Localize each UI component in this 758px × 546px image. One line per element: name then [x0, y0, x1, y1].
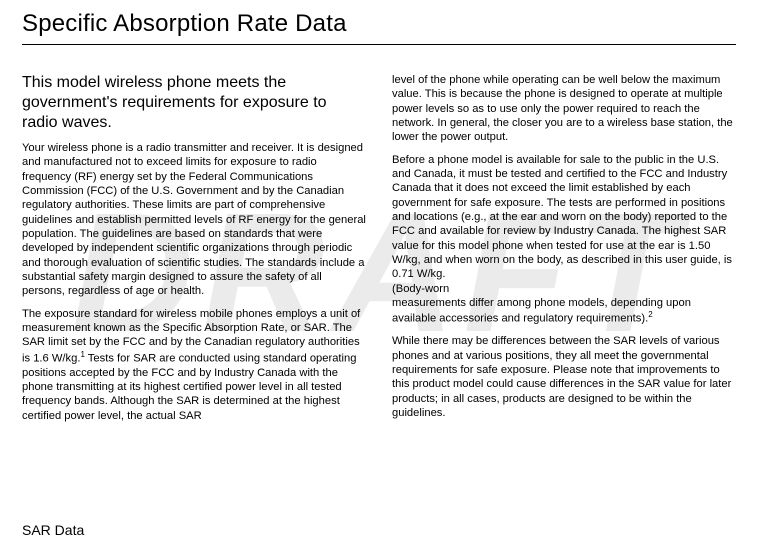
page-title: Specific Absorption Rate Data	[22, 10, 736, 45]
paragraph-certification: Before a phone model is available for sa…	[392, 153, 736, 327]
text-span: (Body-worn	[392, 283, 449, 295]
text-span: Before a phone model is available for sa…	[392, 154, 732, 281]
paragraph-intro: Your wireless phone is a radio transmitt…	[22, 141, 366, 299]
left-column: This model wireless phone meets the gove…	[22, 73, 366, 431]
right-column: level of the phone while operating can b…	[392, 73, 736, 431]
text-span: measurements differ among phone models, …	[392, 297, 691, 325]
paragraph-guidelines: While there may be differences between t…	[392, 334, 736, 420]
paragraph-power-level: level of the phone while operating can b…	[392, 73, 736, 145]
footnote-ref-2: 2	[648, 310, 652, 319]
paragraph-sar-standard: The exposure standard for wireless mobil…	[22, 307, 366, 423]
two-column-layout: This model wireless phone meets the gove…	[22, 73, 736, 431]
page-content: Specific Absorption Rate Data This model…	[0, 0, 758, 431]
section-subhead: This model wireless phone meets the gove…	[22, 73, 366, 133]
page-footer: SAR Data	[22, 522, 84, 538]
